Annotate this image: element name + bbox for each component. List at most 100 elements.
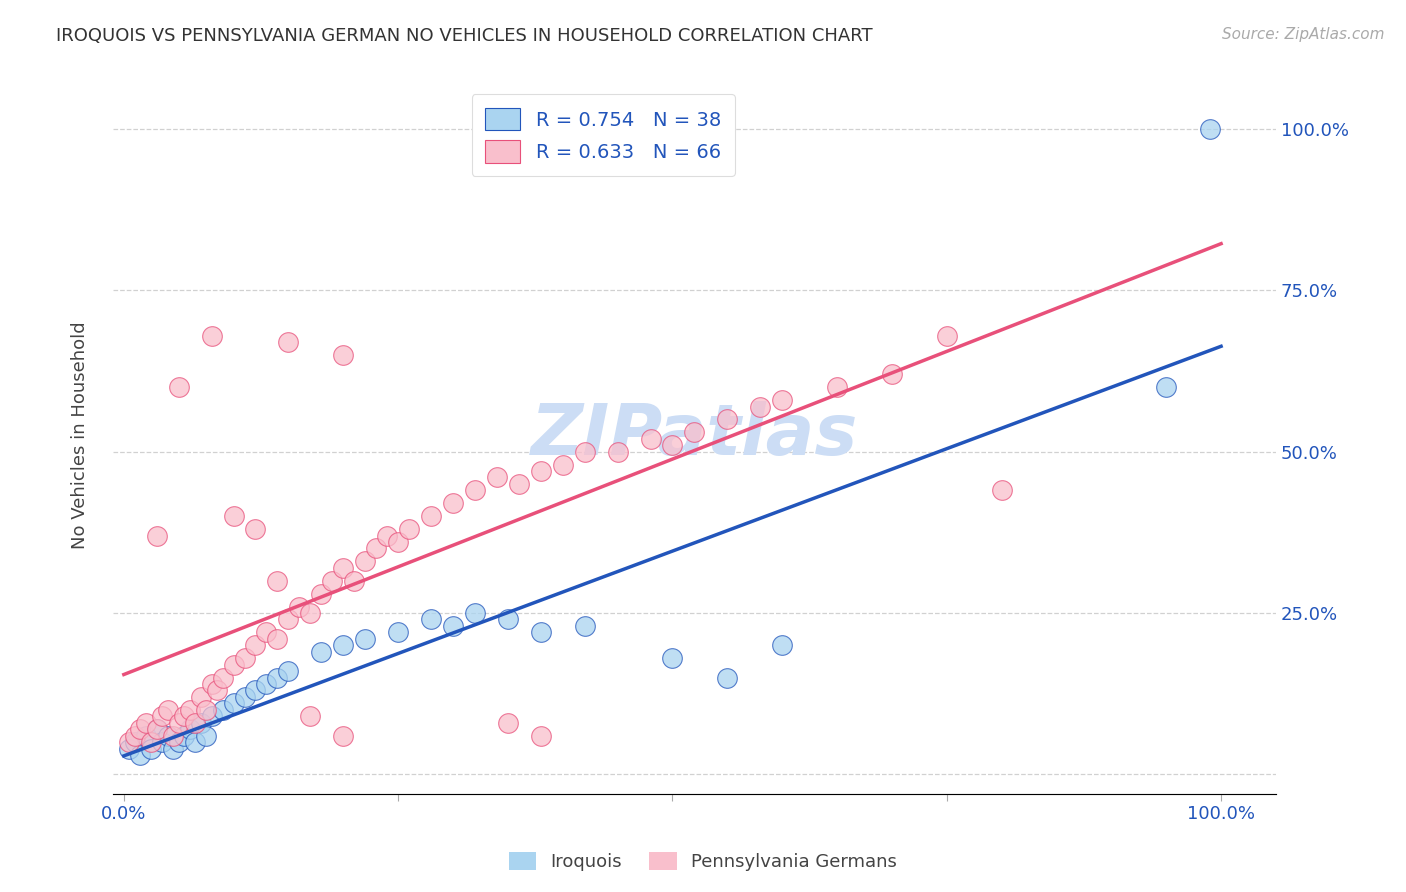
Point	[935, 328, 957, 343]
Point	[332, 561, 354, 575]
Point	[661, 438, 683, 452]
Point	[222, 657, 245, 672]
Point	[205, 683, 228, 698]
Point	[825, 380, 848, 394]
Point	[332, 638, 354, 652]
Point	[683, 425, 706, 440]
Y-axis label: No Vehicles in Household: No Vehicles in Household	[72, 322, 89, 549]
Point	[266, 632, 288, 646]
Point	[1199, 122, 1222, 136]
Point	[245, 522, 267, 536]
Point	[366, 541, 388, 556]
Point	[118, 741, 141, 756]
Point	[211, 671, 233, 685]
Point	[245, 683, 267, 698]
Point	[135, 729, 157, 743]
Point	[332, 729, 354, 743]
Point	[332, 348, 354, 362]
Point	[277, 334, 299, 349]
Point	[496, 612, 519, 626]
Point	[190, 690, 212, 704]
Point	[354, 554, 377, 568]
Point	[256, 625, 278, 640]
Point	[354, 632, 377, 646]
Point	[201, 677, 224, 691]
Point	[179, 703, 201, 717]
Point	[141, 741, 163, 756]
Point	[496, 715, 519, 730]
Text: ZIPatlas: ZIPatlas	[530, 401, 858, 470]
Point	[321, 574, 343, 588]
Point	[485, 470, 508, 484]
Point	[277, 612, 299, 626]
Point	[124, 729, 146, 743]
Point	[288, 599, 311, 614]
Point	[195, 729, 218, 743]
Point	[266, 574, 288, 588]
Point	[375, 528, 398, 542]
Point	[606, 444, 628, 458]
Point	[1154, 380, 1177, 394]
Point	[311, 645, 333, 659]
Point	[311, 587, 333, 601]
Point	[343, 574, 366, 588]
Point	[770, 393, 793, 408]
Point	[530, 625, 553, 640]
Point	[574, 444, 596, 458]
Point	[129, 722, 152, 736]
Point	[141, 735, 163, 749]
Point	[716, 412, 738, 426]
Point	[222, 696, 245, 710]
Point	[640, 432, 662, 446]
Point	[184, 715, 207, 730]
Point	[770, 638, 793, 652]
Text: IROQUOIS VS PENNSYLVANIA GERMAN NO VEHICLES IN HOUSEHOLD CORRELATION CHART: IROQUOIS VS PENNSYLVANIA GERMAN NO VEHIC…	[56, 27, 873, 45]
Point	[167, 715, 190, 730]
Point	[211, 703, 233, 717]
Point	[880, 368, 903, 382]
Point	[441, 619, 464, 633]
Point	[156, 729, 179, 743]
Point	[233, 690, 256, 704]
Point	[245, 638, 267, 652]
Point	[150, 735, 173, 749]
Point	[145, 722, 167, 736]
Point	[420, 509, 443, 524]
Point	[222, 509, 245, 524]
Point	[195, 703, 218, 717]
Legend: R = 0.754   N = 38, R = 0.633   N = 66: R = 0.754 N = 38, R = 0.633 N = 66	[471, 95, 734, 177]
Point	[299, 606, 322, 620]
Point	[145, 528, 167, 542]
Point	[551, 458, 574, 472]
Point	[190, 715, 212, 730]
Point	[277, 664, 299, 678]
Point	[420, 612, 443, 626]
Point	[162, 729, 184, 743]
Point	[299, 709, 322, 723]
Point	[508, 477, 530, 491]
Legend: Iroquois, Pennsylvania Germans: Iroquois, Pennsylvania Germans	[502, 845, 904, 879]
Point	[145, 722, 167, 736]
Point	[129, 747, 152, 762]
Point	[135, 715, 157, 730]
Point	[184, 735, 207, 749]
Point	[167, 735, 190, 749]
Point	[233, 651, 256, 665]
Point	[387, 535, 409, 549]
Point	[661, 651, 683, 665]
Point	[464, 483, 486, 498]
Point	[156, 703, 179, 717]
Point	[179, 722, 201, 736]
Text: Source: ZipAtlas.com: Source: ZipAtlas.com	[1222, 27, 1385, 42]
Point	[464, 606, 486, 620]
Point	[716, 671, 738, 685]
Point	[118, 735, 141, 749]
Point	[387, 625, 409, 640]
Point	[201, 709, 224, 723]
Point	[256, 677, 278, 691]
Point	[266, 671, 288, 685]
Point	[173, 729, 195, 743]
Point	[150, 709, 173, 723]
Point	[201, 328, 224, 343]
Point	[749, 400, 772, 414]
